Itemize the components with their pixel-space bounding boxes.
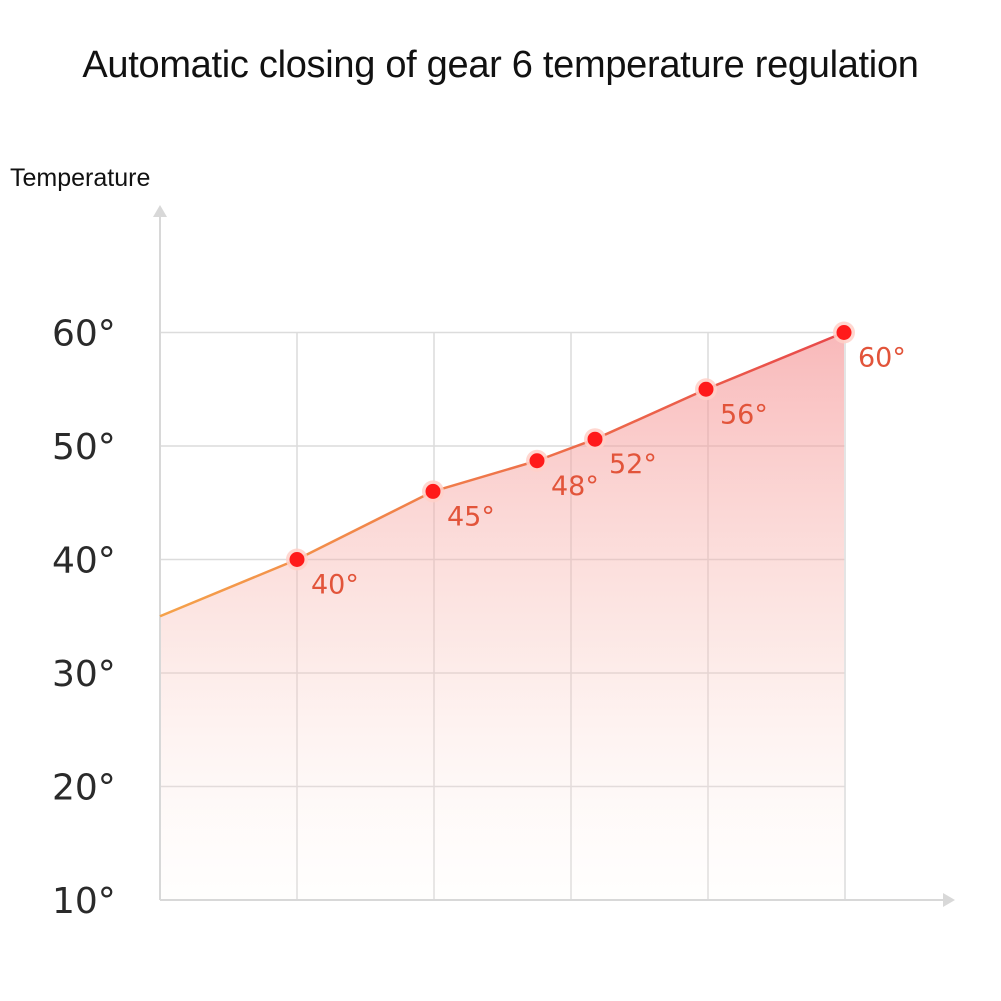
data-label: 52°: [609, 449, 657, 480]
data-point: [836, 325, 852, 340]
area-fill: [160, 332, 844, 900]
data-point: [529, 453, 545, 469]
data-label: 60°: [858, 343, 906, 374]
data-label: 56°: [720, 399, 768, 430]
area-shape: [160, 332, 844, 900]
data-points: 40° 45° 48° 52° 56° 60°: [286, 321, 906, 601]
data-point: [698, 381, 714, 397]
y-axis-arrow-icon: [153, 205, 167, 217]
chart-title: Automatic closing of gear 6 temperature …: [82, 44, 919, 86]
data-label: 48°: [551, 471, 599, 502]
y-tick-labels: 10° 20° 30° 40° 50° 60°: [52, 314, 116, 923]
y-axis-label: Temperature: [10, 164, 151, 192]
data-point: [587, 431, 603, 447]
x-axis-arrow-icon: [943, 893, 955, 907]
y-tick-label: 60°: [52, 314, 116, 355]
y-tick-label: 50°: [52, 427, 116, 468]
data-point: [289, 552, 305, 567]
y-tick-label: 30°: [52, 654, 116, 695]
y-tick-label: 20°: [52, 768, 116, 809]
y-tick-label: 10°: [52, 881, 116, 922]
y-tick-label: 40°: [52, 541, 116, 582]
data-point: [425, 483, 441, 499]
data-label: 40°: [311, 570, 359, 601]
data-label: 45°: [447, 501, 495, 532]
axes: [153, 205, 955, 907]
